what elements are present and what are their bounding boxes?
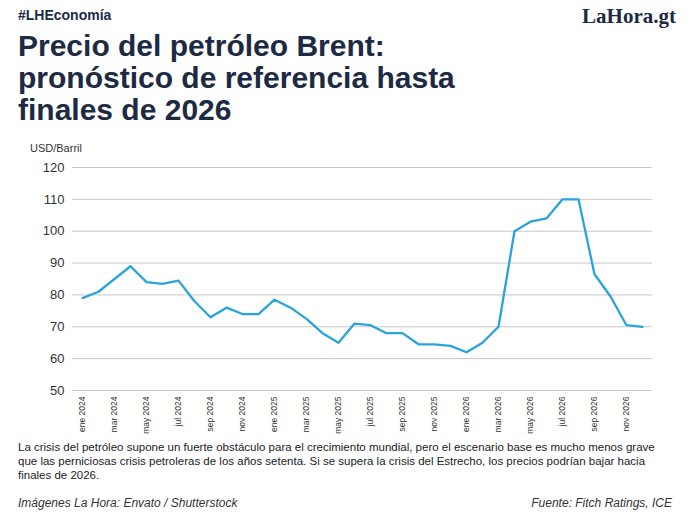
svg-text:nov 2026: nov 2026 [621, 396, 631, 431]
svg-text:nov 2024: nov 2024 [237, 396, 247, 431]
html-text:LaHora.gt: LaHora.gt [582, 4, 676, 28]
html-text:Fuente: Fitch Ratings, ICE: Fuente: Fitch Ratings, ICE [531, 496, 672, 510]
svg-text:sep 2026: sep 2026 [589, 396, 599, 431]
svg-text:70: 70 [50, 319, 64, 334]
svg-text:may 2026: may 2026 [525, 396, 535, 434]
html-text:Imágenes La Hora: Envato / Shu: Imágenes La Hora: Envato / Shutterstock [18, 496, 238, 510]
html-text:#LHEconomía: #LHEconomía [18, 7, 112, 23]
svg-text:jul 2025: jul 2025 [365, 396, 375, 427]
svg-text:nov 2025: nov 2025 [429, 396, 439, 431]
svg-text:mar 2024: mar 2024 [109, 396, 119, 432]
svg-text:ene 2024: ene 2024 [77, 396, 87, 432]
svg-text:ene 2025: ene 2025 [269, 396, 279, 432]
svg-text:sep 2024: sep 2024 [205, 396, 215, 431]
svg-text:120: 120 [43, 160, 65, 175]
svg-text:50: 50 [50, 383, 64, 398]
svg-text:90: 90 [50, 255, 64, 270]
svg-text:mar 2025: mar 2025 [301, 396, 311, 432]
svg-text:sep 2025: sep 2025 [397, 396, 407, 431]
svg-text:mar 2026: mar 2026 [493, 396, 503, 432]
html-text:La crisis del petróleo supone: La crisis del petróleo supone un fuerte … [18, 441, 655, 481]
html-text:Precio del petróleo Brent: pro: Precio del petróleo Brent: pronóstico de… [18, 29, 455, 126]
svg-text:may 2025: may 2025 [333, 396, 343, 434]
svg-text:60: 60 [50, 351, 64, 366]
svg-text:may 2024: may 2024 [141, 396, 151, 434]
svg-text:80: 80 [50, 287, 64, 302]
svg-text:jul 2026: jul 2026 [557, 396, 567, 427]
svg-text:110: 110 [44, 192, 65, 207]
svg-text:100: 100 [43, 223, 65, 238]
svg-text:jul 2024: jul 2024 [173, 396, 183, 427]
svg-text:ene 2026: ene 2026 [461, 396, 471, 432]
html-text:USD/Barril: USD/Barril [30, 142, 82, 154]
